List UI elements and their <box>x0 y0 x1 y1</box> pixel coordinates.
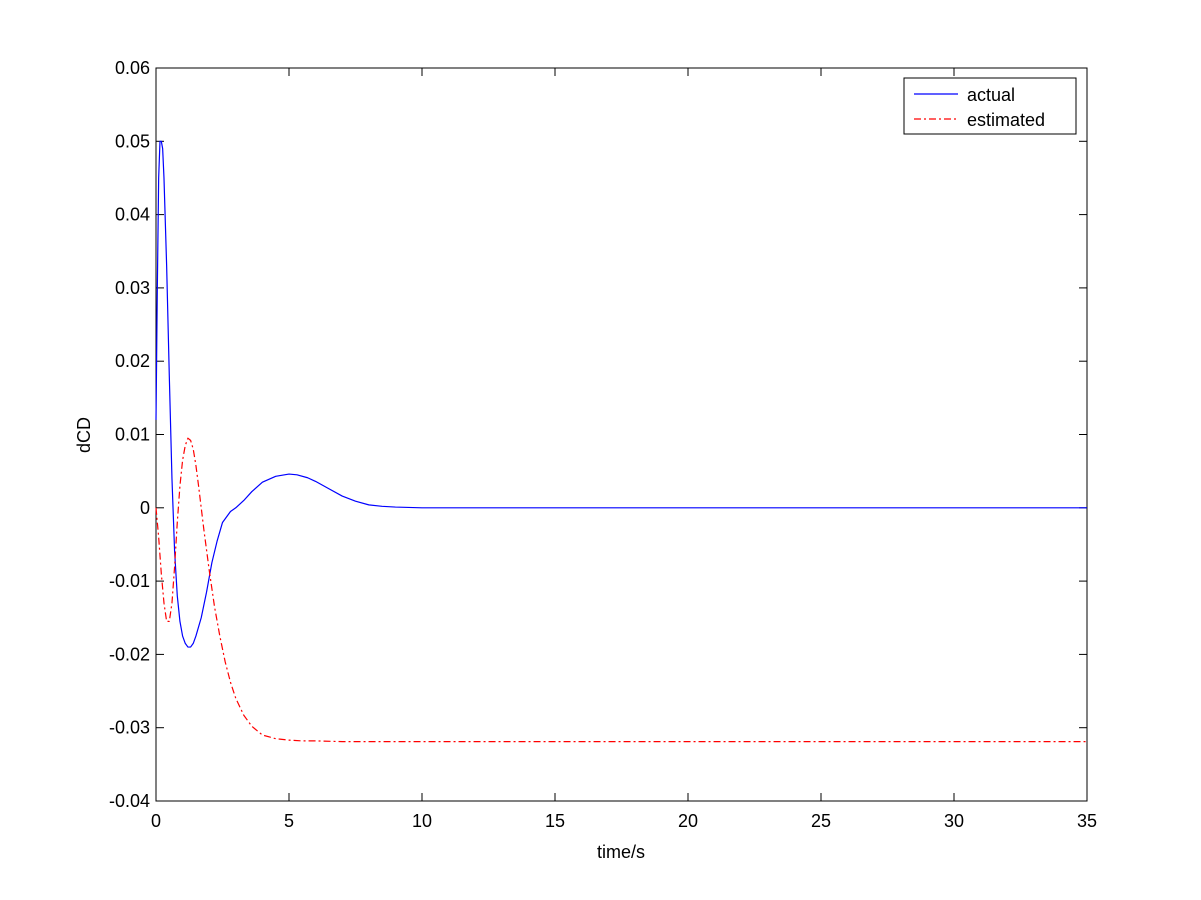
x-tick-label: 15 <box>545 811 565 831</box>
legend-label-actual: actual <box>967 85 1015 105</box>
x-tick-label: 25 <box>811 811 831 831</box>
y-tick-label: 0.02 <box>115 351 150 371</box>
legend-label-estimated: estimated <box>967 110 1045 130</box>
plot-area <box>155 67 1088 802</box>
legend-box <box>903 77 1077 135</box>
y-tick-label: 0 <box>140 498 150 518</box>
x-tick-label: 35 <box>1077 811 1097 831</box>
y-tick-label: 0.04 <box>115 205 150 225</box>
x-tick-label: 0 <box>151 811 161 831</box>
y-tick-label: -0.04 <box>109 791 150 811</box>
axis-tick-labels: 0 5 10 15 20 25 30 35 -0.04 -0.03 -0.02 -0.01 0 0.01 0… <box>109 58 1097 831</box>
y-axis-label: dCD <box>74 417 94 453</box>
legend: actual estimated <box>903 77 1077 135</box>
y-tick-label: 0.06 <box>115 58 150 78</box>
series-layer <box>155 140 1087 743</box>
x-tick-label: 20 <box>678 811 698 831</box>
x-tick-label: 10 <box>412 811 432 831</box>
y-tick-label: 0.03 <box>115 278 150 298</box>
y-tick-label: 0.01 <box>115 425 150 445</box>
axis-ticks <box>155 67 1088 802</box>
y-tick-label: 0.05 <box>115 131 150 151</box>
x-tick-label: 5 <box>284 811 294 831</box>
y-tick-label: -0.01 <box>109 571 150 591</box>
y-tick-label: -0.03 <box>109 718 150 738</box>
x-axis-label: time/s <box>597 842 645 862</box>
series-line-actual <box>155 140 1087 648</box>
y-tick-label: -0.02 <box>109 644 150 664</box>
x-tick-label: 30 <box>944 811 964 831</box>
